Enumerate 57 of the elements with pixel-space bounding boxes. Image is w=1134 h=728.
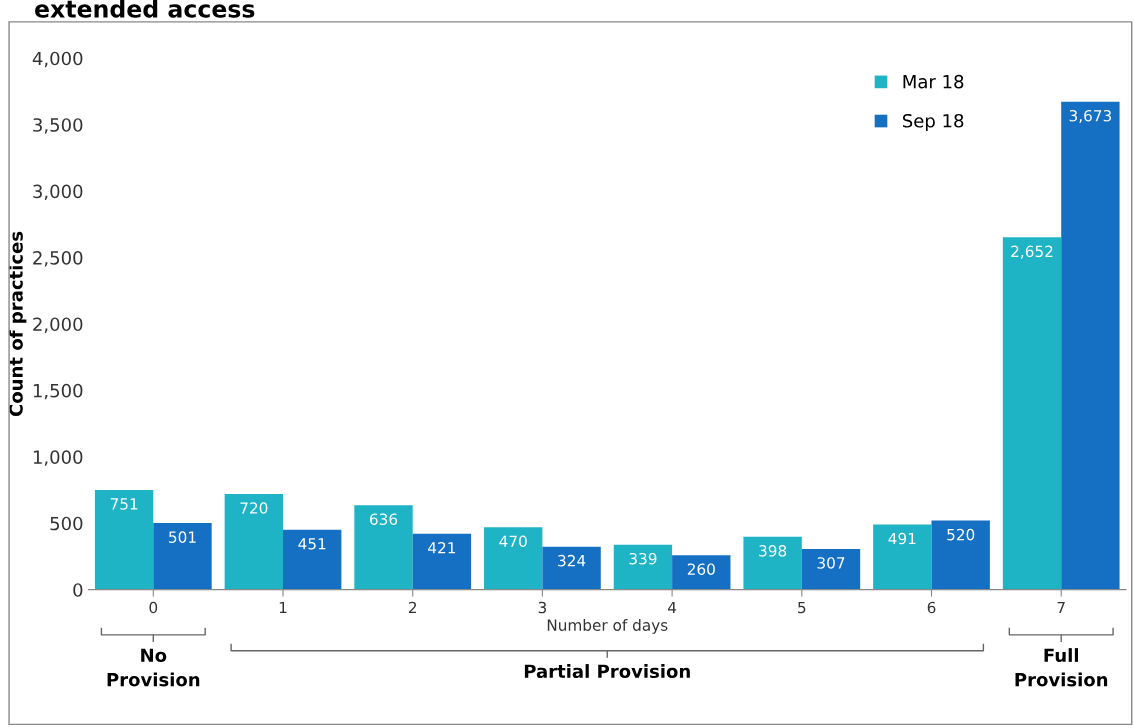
y-tick-label: 2,500 bbox=[33, 250, 83, 267]
x-tick-label: 5 bbox=[798, 601, 806, 614]
data-label: 3,673 bbox=[1069, 109, 1112, 124]
y-tick-label: 3,500 bbox=[33, 118, 83, 134]
bar bbox=[743, 536, 802, 590]
x-tick-label: 4 bbox=[667, 601, 677, 614]
y-tick-label: 1,500 bbox=[33, 383, 83, 400]
y-tick-label: 3,000 bbox=[33, 184, 83, 201]
y-tick-label: 4,000 bbox=[32, 51, 83, 68]
data-label: 2,652 bbox=[1011, 245, 1053, 259]
x-tick-label: 0 bbox=[149, 601, 158, 614]
x-tick-label: 2 bbox=[408, 601, 417, 614]
data-label: 339 bbox=[629, 552, 657, 565]
data-label: 501 bbox=[169, 531, 196, 543]
text: Partial Provision bbox=[524, 664, 690, 679]
y-axis-title: Count of practices bbox=[8, 231, 27, 417]
x-tick-label: 3 bbox=[538, 601, 547, 614]
legend-label: Mar 18 bbox=[903, 74, 964, 89]
data-label: 491 bbox=[888, 532, 916, 545]
chart-title: extended access bbox=[35, 0, 255, 18]
data-label: 421 bbox=[428, 541, 456, 554]
data-label: 451 bbox=[298, 538, 326, 550]
data-label: 520 bbox=[947, 528, 975, 541]
bar bbox=[1002, 237, 1062, 590]
bar bbox=[354, 505, 413, 590]
bar bbox=[94, 489, 154, 590]
data-label: 751 bbox=[110, 498, 138, 510]
bar bbox=[801, 548, 861, 590]
bar bbox=[412, 533, 472, 590]
bar bbox=[873, 524, 932, 590]
y-tick-label: 2,000 bbox=[33, 317, 83, 333]
data-label: 470 bbox=[499, 535, 527, 548]
data-label: 307 bbox=[817, 557, 845, 569]
y-tick-label: 1,000 bbox=[33, 450, 83, 466]
x-axis-title: Number of days bbox=[547, 619, 668, 634]
data-label: 636 bbox=[370, 513, 398, 525]
bar bbox=[672, 555, 731, 590]
data-label: 324 bbox=[558, 554, 586, 567]
bar bbox=[283, 529, 342, 590]
legend-label: Sep 18 bbox=[902, 113, 964, 132]
data-label: 720 bbox=[240, 502, 268, 514]
bar bbox=[542, 546, 601, 590]
bar bbox=[224, 494, 283, 590]
bar bbox=[484, 527, 543, 590]
text: No Provision bbox=[107, 648, 200, 687]
x-tick-label: 6 bbox=[927, 601, 936, 614]
data-label: 398 bbox=[759, 545, 787, 557]
bar bbox=[613, 544, 673, 590]
bar bbox=[931, 520, 990, 590]
bar bbox=[153, 523, 212, 590]
data-label: 260 bbox=[687, 563, 715, 575]
y-tick-label: 0 bbox=[73, 583, 83, 597]
text: Full Provision bbox=[1015, 648, 1108, 687]
y-tick-label: 500 bbox=[50, 516, 83, 531]
x-tick-label: 1 bbox=[279, 601, 287, 614]
bar bbox=[1061, 101, 1120, 590]
x-tick-label: 7 bbox=[1057, 601, 1065, 614]
